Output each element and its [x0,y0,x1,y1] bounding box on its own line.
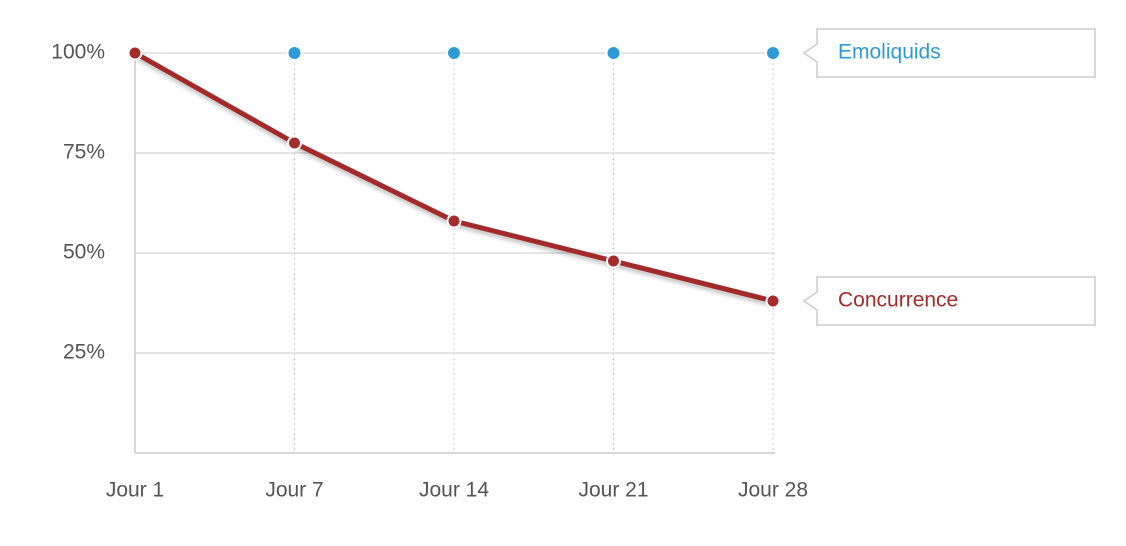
x-tick-label: Jour 28 [738,479,808,502]
point [446,213,462,229]
y-tick-label: 25% [63,341,105,364]
point [765,45,781,61]
callout-box [802,28,1096,78]
x-tick-label: Jour 14 [419,479,489,502]
x-tick-label: Jour 1 [106,479,164,502]
y-tick-label: 50% [63,241,105,264]
legend-callout: Emoliquids [802,28,1096,78]
callout-box [802,276,1096,326]
x-tick-label: Jour 7 [265,479,323,502]
legend-label: Emoliquids [838,41,941,64]
point [605,45,622,61]
x-tick-label: Jour 21 [578,479,648,502]
legend-label: Concurrence [838,289,958,312]
y-tick-label: 100% [51,41,105,64]
point [765,293,781,309]
point [446,45,462,61]
legend-callout: Concurrence [802,276,1096,326]
point [286,45,303,61]
y-tick-label: 75% [63,141,105,164]
point [127,45,143,61]
point [606,253,621,269]
point [287,135,302,151]
